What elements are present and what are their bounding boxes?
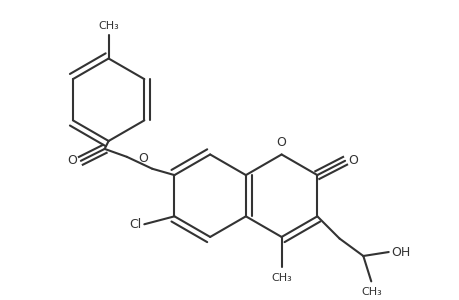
Text: CH₃: CH₃: [98, 21, 119, 31]
Text: CH₃: CH₃: [360, 287, 381, 297]
Text: O: O: [276, 136, 286, 149]
Text: OH: OH: [390, 245, 409, 259]
Text: O: O: [347, 154, 358, 167]
Text: CH₃: CH₃: [271, 273, 291, 283]
Text: O: O: [67, 154, 77, 167]
Text: Cl: Cl: [129, 218, 141, 231]
Text: O: O: [138, 152, 148, 165]
